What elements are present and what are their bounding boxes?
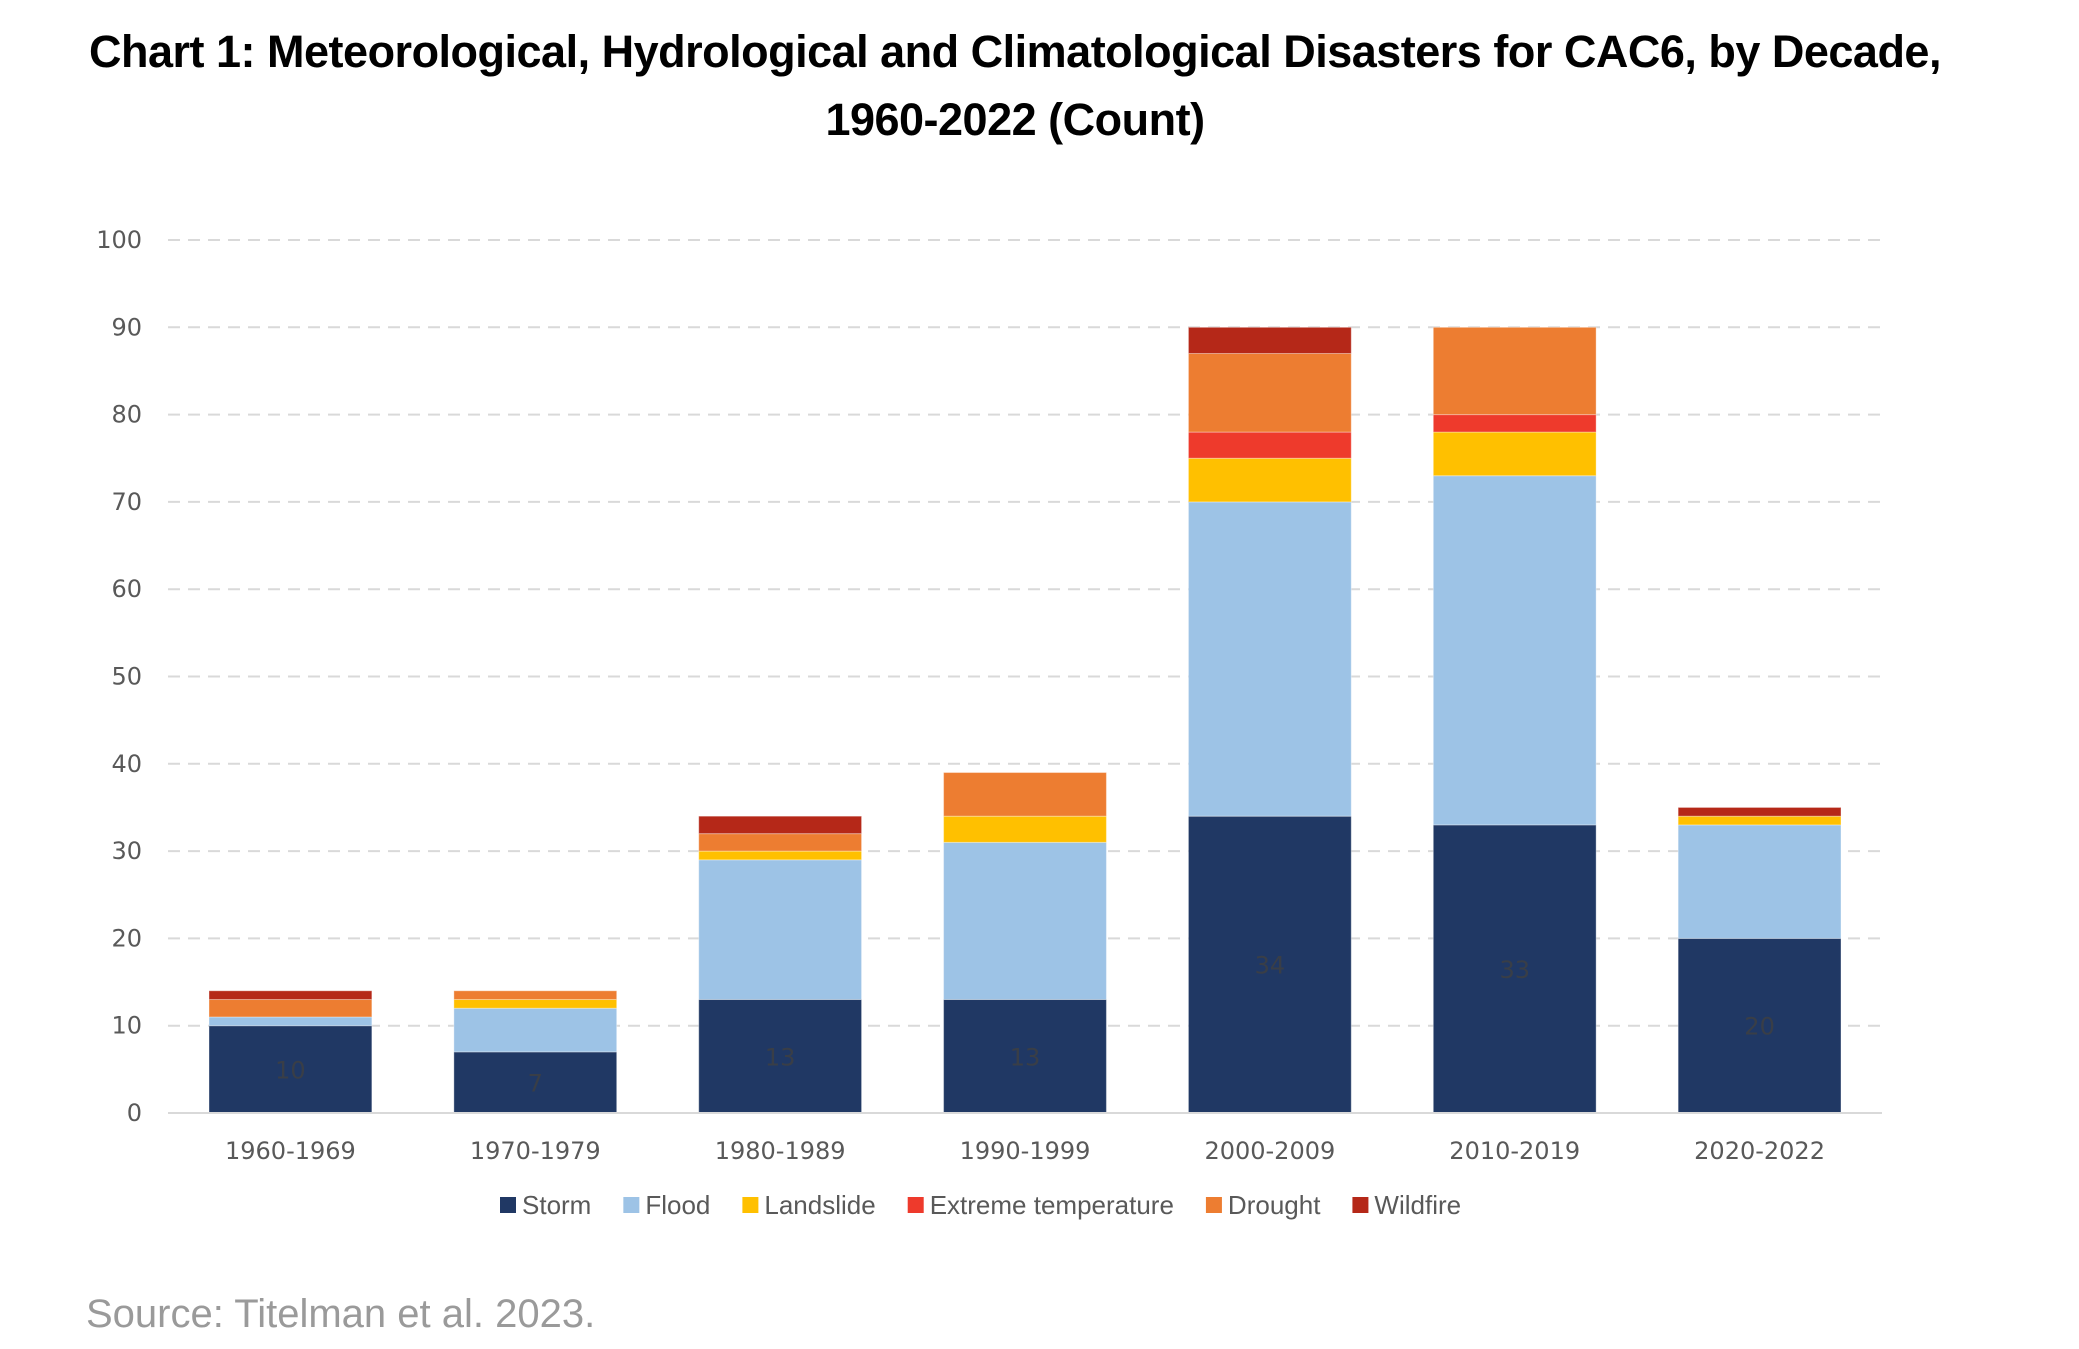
legend-label-wildfire: Wildfire [1374, 1190, 1461, 1220]
x-tick-label-2010-2019: 2010-2019 [1449, 1137, 1580, 1165]
y-tick-label-30: 30 [111, 837, 142, 865]
legend-label-landslide: Landslide [764, 1190, 875, 1220]
source-note: Source: Titelman et al. 2023. [86, 1292, 596, 1336]
x-tick-label-1960-1969: 1960-1969 [225, 1137, 356, 1165]
bar-segment-flood-1990-1999 [943, 841, 1107, 1001]
bar-segment-wildfire-1980-1989 [698, 815, 863, 835]
bar-segment-storm-2000-2009 [1187, 815, 1352, 1114]
x-tick-label-2020-2022: 2020-2022 [1694, 1137, 1825, 1165]
bar-segment-extreme-temperature-2000-2009 [1187, 431, 1352, 459]
bar-segment-flood-2020-2022 [1677, 824, 1842, 939]
legend-swatch-storm [500, 1197, 516, 1213]
legend-label-flood: Flood [645, 1190, 710, 1220]
bar-segment-landslide-2020-2022 [1677, 815, 1842, 826]
bar-segment-drought-1970-1979 [453, 990, 618, 1001]
y-tick-label-10: 10 [111, 1012, 142, 1040]
y-tick-label-50: 50 [111, 663, 142, 691]
bar-segment-flood-2000-2009 [1187, 501, 1352, 817]
bar-segment-flood-1980-1989 [698, 859, 863, 1001]
y-axis-ticks: 0 10 20 30 40 50 60 70 80 90 100 [96, 226, 142, 1127]
data-label-storm-2010-2019: 33 [1499, 956, 1530, 984]
bar-segment-landslide-1980-1989 [698, 850, 863, 861]
y-tick-label-80: 80 [111, 401, 142, 429]
bar-segment-wildfire-2000-2009 [1187, 326, 1352, 354]
chart-title-line-2: 1960-2022 (Count) [825, 94, 1205, 145]
y-tick-label-60: 60 [111, 575, 142, 603]
data-label-storm-1960-1969: 10 [275, 1056, 306, 1084]
data-label-storm-1980-1989: 13 [765, 1043, 796, 1071]
legend-label-drought: Drought [1228, 1190, 1321, 1220]
legend-swatch-extreme-temperature [907, 1197, 924, 1213]
y-tick-label-40: 40 [111, 750, 142, 778]
x-tick-label-1970-1979: 1970-1979 [470, 1137, 601, 1165]
data-label-storm-1990-1999: 13 [1010, 1043, 1041, 1071]
data-label-storm-1970-1979: 7 [528, 1069, 543, 1097]
legend-swatch-drought [1205, 1197, 1222, 1213]
chart-title: Chart 1: Meteorological, Hydrological an… [0, 18, 2030, 154]
legend-swatch-wildfire [1352, 1197, 1369, 1213]
y-tick-label-100: 100 [96, 226, 142, 254]
legend-swatch-landslide [742, 1197, 759, 1213]
data-label-storm-2000-2009: 34 [1255, 952, 1286, 980]
bar-segment-wildfire-2020-2022 [1677, 806, 1842, 817]
bar-segment-drought-2000-2009 [1187, 352, 1352, 433]
legend-swatch-flood [623, 1197, 640, 1213]
bar-segment-drought-1990-1999 [943, 772, 1107, 817]
bar-segment-storm-1980-1989 [698, 999, 863, 1114]
legend-label-storm: Storm [522, 1190, 591, 1220]
bar-segment-storm-2010-2019 [1432, 824, 1597, 1114]
bar-segment-drought-1960-1969 [208, 999, 373, 1018]
chart-title-line-1: Chart 1: Meteorological, Hydrological an… [89, 26, 1941, 77]
data-label-storm-2020-2022: 20 [1744, 1013, 1775, 1041]
bar-segment-flood-1960-1969 [208, 1016, 373, 1027]
y-tick-label-0: 0 [127, 1099, 142, 1127]
bar-segment-storm-1960-1969 [208, 1025, 373, 1114]
bars [208, 326, 1842, 1114]
bar-segment-drought-2010-2019 [1432, 326, 1597, 416]
x-axis-labels: 1960-1969 1970-1979 1980-1989 1990-1999 2000… [225, 1137, 1825, 1165]
bar-segment-storm-1990-1999 [943, 999, 1107, 1114]
bar-segment-wildfire-1960-1969 [208, 990, 373, 1001]
bar-segment-flood-2010-2019 [1432, 475, 1597, 826]
y-tick-label-20: 20 [111, 924, 142, 952]
legend: Storm Flood Landslide Extreme temperature Dr… [500, 1190, 1461, 1220]
bar-segment-landslide-2000-2009 [1187, 457, 1352, 503]
data-labels: 10 7 13 13 34 33 20 [275, 952, 1775, 1098]
bar-segment-drought-1980-1989 [698, 833, 863, 852]
x-tick-label-2000-2009: 2000-2009 [1204, 1137, 1335, 1165]
y-tick-label-70: 70 [111, 488, 142, 516]
bar-segment-storm-2020-2022 [1677, 937, 1842, 1114]
bar-segment-landslide-1970-1979 [453, 999, 618, 1009]
bar-segment-landslide-1990-1999 [943, 815, 1107, 843]
bar-segment-flood-1970-1979 [453, 1007, 618, 1053]
bar-segment-storm-1970-1979 [453, 1051, 618, 1114]
legend-label-extreme-temperature: Extreme temperature [930, 1190, 1174, 1220]
bar-segment-extreme-temperature-2010-2019 [1432, 414, 1597, 433]
y-tick-label-90: 90 [111, 313, 142, 341]
x-tick-label-1980-1989: 1980-1989 [715, 1137, 846, 1165]
x-tick-label-1990-1999: 1990-1999 [960, 1137, 1091, 1165]
gridlines [168, 239, 1882, 1027]
bar-segment-landslide-2010-2019 [1432, 431, 1597, 477]
